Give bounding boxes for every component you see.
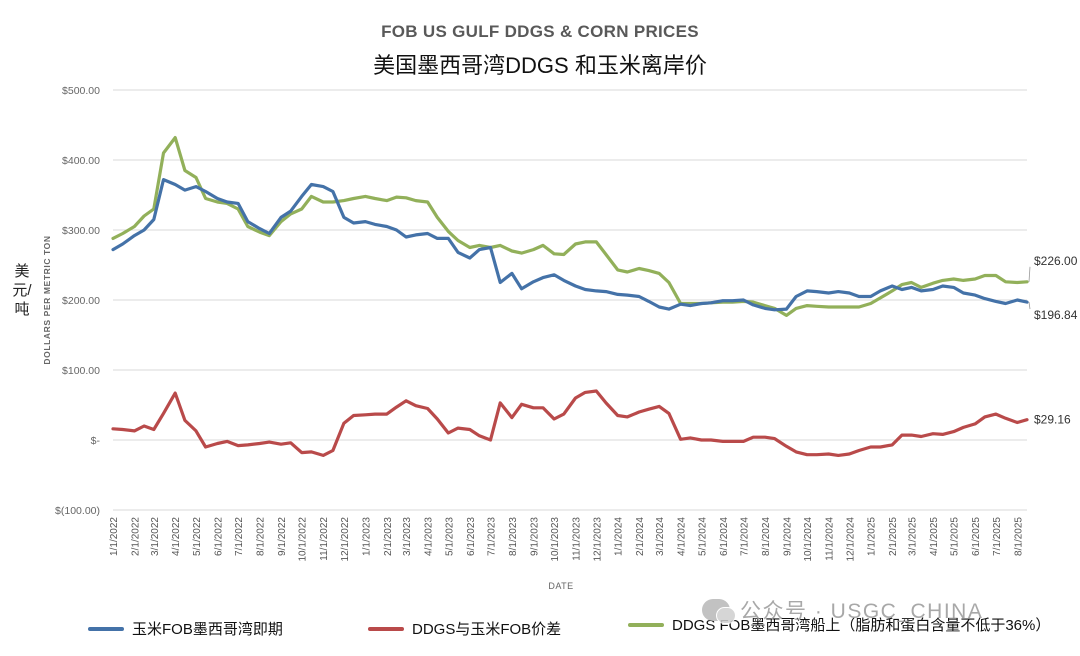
legend-item-ddgs[interactable]: DDGS FOB墨西哥湾船上（脂肪和蛋白含量不低于36%） <box>628 614 1050 635</box>
x-tick-label: 7/1/2025 <box>992 517 1003 556</box>
series-lines <box>111 136 1029 457</box>
legend-item-spread[interactable]: DDGS与玉米FOB价差 <box>368 618 561 639</box>
x-tick-label: 10/1/2024 <box>803 517 814 562</box>
legend-label-ddgs: DDGS FOB墨西哥湾船上（脂肪和蛋白含量不低于36%） <box>672 617 1051 634</box>
x-tick-label: 11/1/2022 <box>319 517 330 561</box>
x-tick-label: 2/1/2023 <box>383 517 394 556</box>
x-tick-label: 5/1/2025 <box>950 517 961 556</box>
wechat-icon <box>702 599 736 624</box>
legend-label-spread: DDGS与玉米FOB价差 <box>412 621 562 638</box>
watermark: 公众号 · USGC_CHINA <box>702 595 983 625</box>
x-tick-label: 12/1/2023 <box>592 517 603 562</box>
grid-lines <box>113 89 1027 511</box>
x-tick-label: 11/1/2024 <box>825 517 836 561</box>
x-tick-label: 2/1/2022 <box>130 517 141 556</box>
chart-subtitle: 美国墨西哥湾DDGS 和玉米离岸价 <box>373 53 707 78</box>
y-tick-label: $500.00 <box>62 85 100 97</box>
end-label: $196.84 <box>1034 308 1078 322</box>
series-line <box>111 136 1029 317</box>
x-tick-label: 5/1/2022 <box>192 517 203 556</box>
y-tick-label: $200.00 <box>62 295 100 307</box>
x-tick-label: 3/1/2024 <box>655 517 666 556</box>
leader-line <box>1028 302 1031 310</box>
x-tick-label: 2/1/2024 <box>635 517 646 556</box>
x-tick-labels: 1/1/2022 2/1/2022 3/1/2022 4/1/2022 5/1/2022… <box>109 517 1024 562</box>
series-line <box>111 389 1029 457</box>
x-tick-label: 4/1/2025 <box>929 517 940 556</box>
leader-line <box>1028 266 1031 282</box>
x-tick-label: 6/1/2025 <box>971 517 982 556</box>
x-tick-label: 1/1/2024 <box>614 517 625 556</box>
end-label: $226.00 <box>1034 254 1078 268</box>
y-tick-label: $(100.00) <box>55 505 100 517</box>
x-tick-label: 9/1/2023 <box>529 517 540 556</box>
x-tick-label: 1/1/2022 <box>109 517 120 556</box>
legend-item-corn[interactable]: 玉米FOB墨西哥湾即期 <box>88 618 283 639</box>
chart-title: FOB US GULF DDGS & CORN PRICES <box>381 22 699 41</box>
end-labels: $226.00 $196.84 $29.16 <box>1028 254 1078 427</box>
y-tick-labels: $500.00 $400.00 $300.00 $200.00 $100.00 $- $(1… <box>55 85 100 517</box>
x-tick-label: 12/1/2022 <box>340 517 351 562</box>
y-tick-label: $100.00 <box>62 365 100 377</box>
watermark-text: 公众号 · USGC_CHINA <box>740 600 984 623</box>
x-tick-label: 11/1/2023 <box>572 517 583 561</box>
y-tick-label: $400.00 <box>62 155 100 167</box>
x-axis-label: DATE <box>548 581 573 591</box>
x-tick-label: 12/1/2024 <box>845 517 856 562</box>
x-tick-label: 6/1/2022 <box>213 517 224 556</box>
x-tick-label: 9/1/2022 <box>277 517 288 556</box>
legend-label-corn: 玉米FOB墨西哥湾即期 <box>132 621 283 638</box>
x-tick-label: 5/1/2024 <box>697 517 708 556</box>
x-tick-label: 8/1/2022 <box>256 517 267 556</box>
x-tick-label: 2/1/2025 <box>888 517 899 556</box>
x-tick-label: 1/1/2023 <box>361 517 372 556</box>
y-tick-label: $300.00 <box>62 225 100 237</box>
x-tick-label: 3/1/2022 <box>150 517 161 556</box>
x-tick-label: 6/1/2024 <box>719 517 730 556</box>
x-tick-label: 8/1/2024 <box>761 517 772 556</box>
x-tick-label: 3/1/2023 <box>402 517 413 556</box>
series-line <box>111 178 1029 312</box>
x-tick-label: 7/1/2022 <box>234 517 245 556</box>
x-tick-label: 7/1/2024 <box>740 517 751 556</box>
end-label: $29.16 <box>1034 413 1071 427</box>
x-tick-label: 8/1/2023 <box>508 517 519 556</box>
x-tick-label: 1/1/2025 <box>867 517 878 556</box>
x-tick-label: 4/1/2024 <box>677 517 688 556</box>
x-tick-label: 5/1/2023 <box>444 517 455 556</box>
x-tick-label: 7/1/2023 <box>486 517 497 556</box>
y-tick-label: $- <box>91 435 101 447</box>
x-tick-label: 4/1/2022 <box>171 517 182 556</box>
x-tick-label: 3/1/2025 <box>908 517 919 556</box>
x-tick-label: 6/1/2023 <box>466 517 477 556</box>
x-tick-label: 10/1/2022 <box>298 517 309 562</box>
y-axis-label: DOLLARS PER METRIC TON <box>42 235 52 364</box>
legend-swatch-ddgs <box>628 622 664 627</box>
legend-swatch-corn <box>88 626 124 631</box>
y-axis-unit-label: 美元/吨 <box>12 263 32 318</box>
x-tick-label: 9/1/2024 <box>782 517 793 556</box>
x-tick-label: 4/1/2023 <box>424 517 435 556</box>
x-tick-label: 8/1/2025 <box>1013 517 1024 556</box>
x-tick-label: 10/1/2023 <box>550 517 561 562</box>
legend-swatch-spread <box>368 626 404 631</box>
